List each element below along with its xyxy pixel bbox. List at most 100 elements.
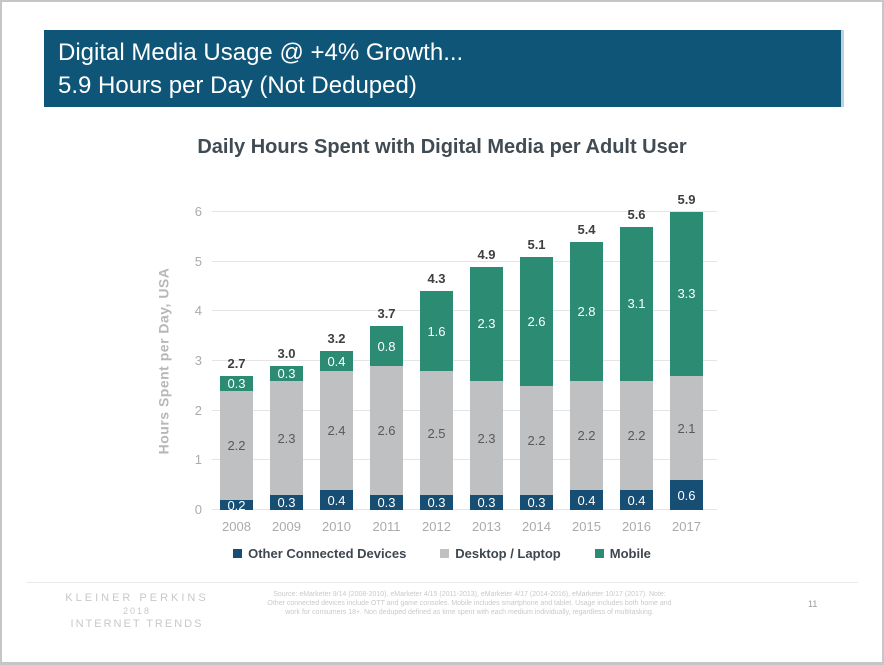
x-axis-tick: 2008	[222, 519, 251, 534]
plot-area: 0 1 2 3 4 5 6 0.2 2.2 0.3 2.7 2008 0.3 2.3 0.3 3.0 2009 0…	[195, 192, 717, 534]
segment-value-label: 0.6	[677, 487, 696, 503]
segment-value-label: 3.1	[627, 296, 646, 312]
page-number: 11	[808, 599, 818, 609]
x-axis-tick: 2009	[272, 519, 301, 534]
segment-value-label: 0.4	[327, 492, 346, 508]
source-line: Source: eMarketer 9/14 (2008-2010), eMar…	[273, 591, 666, 598]
segment-value-label: 0.8	[377, 338, 396, 354]
gridline	[212, 310, 717, 312]
bar-2012: 0.3 2.5 1.6 4.3 2012	[420, 212, 453, 534]
segment-value-label: 2.8	[577, 303, 596, 319]
bar-segment: 2.2	[620, 380, 653, 491]
segment-value-label: 0.4	[627, 492, 646, 508]
bar-segment: 0.3	[220, 375, 253, 391]
x-axis-tick: 2017	[672, 519, 701, 534]
bar-2015: 0.4 2.2 2.8 5.4 2015	[570, 212, 603, 534]
segment-value-label: 2.5	[427, 425, 446, 441]
bar-segment: 2.3	[470, 380, 503, 496]
segment-value-label: 2.3	[477, 430, 496, 446]
x-axis-tick: 2015	[572, 519, 601, 534]
gridline	[212, 509, 717, 510]
banner-line2: 5.9 Hours per Day (Not Deduped)	[58, 72, 417, 99]
source-line: work for consumers 18+. Non deduped defi…	[285, 609, 654, 616]
bar-2014: 0.3 2.2 2.6 5.1 2014	[520, 212, 553, 534]
bar-segment: 0.3	[270, 365, 303, 381]
segment-value-label: 2.2	[227, 437, 246, 453]
segment-value-label: 2.6	[527, 313, 546, 329]
bar-segment: 2.5	[420, 370, 453, 496]
bar-segment: 2.4	[320, 370, 353, 491]
total-value-label: 3.0	[277, 345, 296, 361]
total-value-label: 4.9	[477, 246, 496, 262]
segment-value-label: 2.1	[677, 420, 696, 436]
y-axis-tick: 4	[194, 303, 202, 319]
bar-segment: 2.2	[570, 380, 603, 491]
x-axis-tick: 2013	[472, 519, 501, 534]
y-axis-tick: 1	[194, 452, 202, 468]
segment-value-label: 3.3	[677, 286, 696, 302]
segment-value-label: 2.3	[477, 316, 496, 332]
bar-segment: 0.4	[620, 490, 653, 510]
total-value-label: 5.1	[527, 236, 546, 252]
chart-title: Daily Hours Spent with Digital Media per…	[197, 136, 687, 158]
title-banner: Digital Media Usage @ +4% Growth... 5.9 …	[44, 30, 844, 107]
legend-item: Desktop / Laptop	[440, 546, 561, 561]
y-axis-tick: 6	[194, 204, 202, 219]
bar-segment: 0.3	[270, 495, 303, 510]
segment-value-label: 2.2	[627, 428, 646, 443]
total-value-label: 5.9	[677, 192, 696, 207]
bar-segment: 0.3	[420, 495, 453, 510]
bar-segment: 0.4	[320, 490, 353, 510]
bar-segment: 0.2	[220, 497, 253, 513]
bar-segment: 2.3	[470, 266, 503, 381]
segment-value-label: 0.3	[277, 365, 296, 381]
x-axis-tick: 2014	[522, 519, 551, 534]
bar-segment: 2.6	[520, 256, 553, 386]
gridline	[212, 409, 717, 411]
legend-marker	[440, 549, 450, 558]
y-axis-tick: 3	[194, 353, 202, 368]
segment-value-label: 1.6	[427, 323, 446, 339]
segment-value-label: 0.3	[277, 495, 296, 511]
brand-report: INTERNET TRENDS	[70, 618, 204, 630]
segment-value-label: 0.3	[477, 495, 496, 511]
bar-2013: 0.3 2.3 2.3 4.9 2013	[470, 212, 503, 534]
segment-value-label: 0.3	[227, 375, 246, 391]
segment-value-label: 0.3	[527, 495, 546, 511]
bar-segment: 0.4	[570, 490, 603, 510]
y-axis-tick: 0	[194, 502, 202, 517]
bar-segment: 0.4	[320, 351, 353, 371]
segment-value-label: 2.2	[577, 428, 596, 443]
source-line: Other connected devices include OTT and …	[267, 600, 672, 607]
x-axis-tick: 2016	[622, 519, 651, 534]
y-axis-tick: 2	[194, 402, 202, 418]
banner-line1: Digital Media Usage @ +4% Growth...	[58, 39, 464, 66]
total-value-label: 3.2	[327, 331, 346, 347]
gridline	[212, 459, 717, 461]
bar-2016: 0.4 2.2 3.1 5.6 2016	[620, 207, 653, 534]
segment-value-label: 0.2	[227, 497, 246, 513]
brand-name: KLEINER PERKINS	[65, 592, 209, 604]
bar-2008: 0.2 2.2 0.3 2.7 2008	[220, 212, 253, 534]
legend-label: Mobile	[609, 546, 651, 561]
bar-2017: 0.6 2.1 3.3 5.9 2017	[670, 192, 703, 534]
brand-block: KLEINER PERKINS 2018 INTERNET TRENDS	[42, 592, 232, 630]
bar-segment: 0.3	[520, 495, 553, 510]
bar-2011: 0.3 2.6 0.8 3.7 2011	[370, 212, 403, 534]
bar-segment: 3.1	[620, 226, 653, 381]
bar-segment: 0.8	[370, 326, 403, 366]
bar-segment: 1.6	[420, 291, 453, 371]
bar-segment: 3.3	[670, 212, 703, 376]
bar-segment: 0.6	[670, 480, 703, 510]
total-value-label: 5.4	[577, 221, 596, 237]
gridline	[212, 211, 717, 212]
legend-label: Desktop / Laptop	[455, 546, 561, 561]
legend-item: Mobile	[594, 546, 651, 561]
segment-value-label: 0.4	[327, 353, 346, 369]
bar-2010: 0.4 2.4 0.4 3.2 2010	[320, 212, 353, 534]
footer-divider	[26, 582, 858, 583]
chart-legend: Other Connected Devices Desktop / Laptop M…	[2, 546, 882, 561]
x-axis-tick: 2011	[372, 519, 401, 534]
x-axis-tick: 2010	[322, 519, 351, 534]
